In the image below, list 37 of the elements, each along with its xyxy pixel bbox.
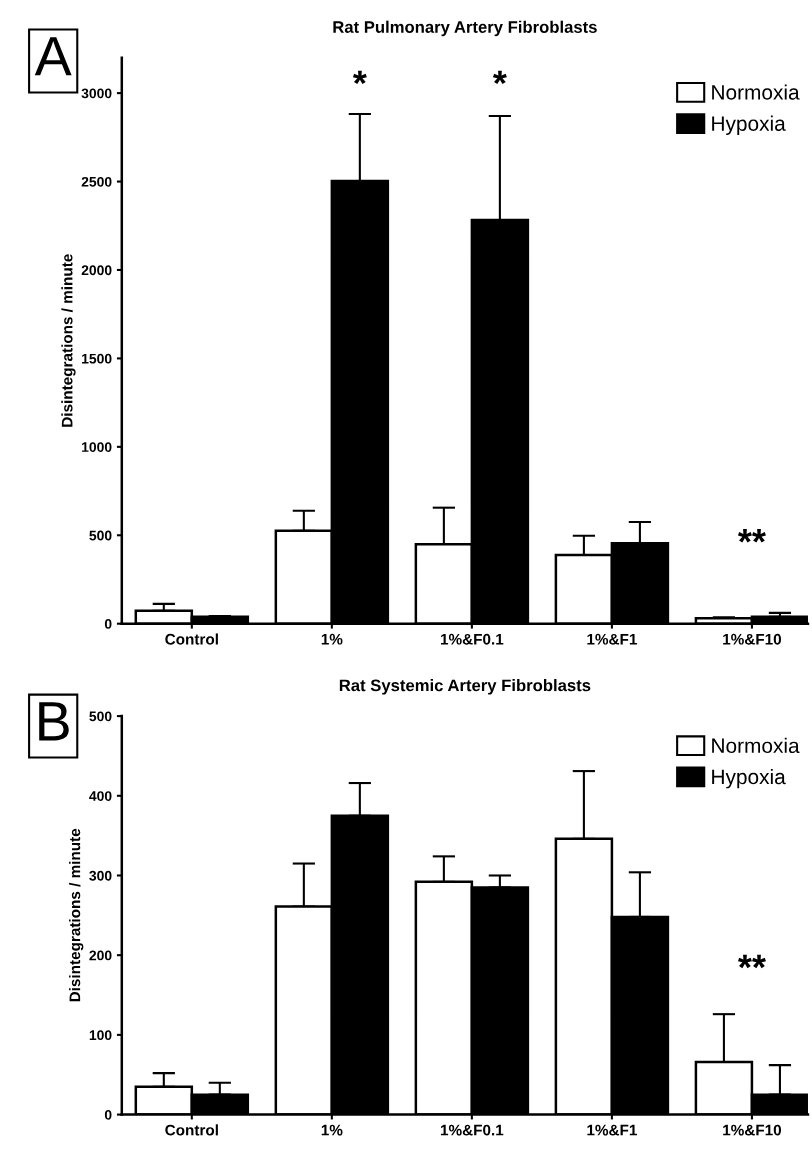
annotation: * (352, 70, 367, 85)
y-tick-label: 300 (89, 870, 112, 881)
legend-label: Normoxia (712, 84, 800, 100)
legend-label: Normoxia (712, 737, 800, 754)
text: A (34, 37, 72, 76)
x-tick-label: 1%&F10 (723, 633, 782, 645)
y-tick-label: 2500 (81, 176, 112, 187)
y-tick-label: 1000 (82, 442, 112, 453)
x-tick-label: 1%&F0.1 (440, 1124, 504, 1136)
y-axis-title: Disintegrations / minute (69, 828, 84, 1002)
x-tick-label: 1% (321, 633, 343, 645)
y-tick-label: 500 (89, 530, 112, 541)
chart-title: Rat Systemic Artery Fibroblasts (339, 679, 591, 695)
y-tick-label: 0 (104, 1109, 112, 1120)
y-tick-label: 100 (89, 1030, 112, 1041)
x-tick-label: Control (165, 633, 218, 645)
y-tick-label: 0 (104, 619, 112, 629)
x-tick-label: 1% (321, 1124, 343, 1136)
annotation: ** (737, 529, 766, 543)
x-tick-label: 1%&F10 (723, 1124, 782, 1136)
legend-label: Hypoxia (712, 768, 786, 789)
y-tick-label: 200 (89, 950, 112, 961)
y-tick-label: 400 (89, 791, 112, 801)
y-tick-label: 2000 (81, 265, 112, 276)
y-axis-title: Disintegrations / minute (61, 254, 76, 427)
x-tick-label: Control (165, 1124, 218, 1136)
annotation: * (492, 70, 507, 85)
x-tick-label: 1%&F0.1 (440, 633, 504, 645)
text: B (39, 702, 69, 741)
chart-title: Rat Pulmonary Artery Fibroblasts (333, 20, 597, 37)
y-tick-label: 500 (89, 711, 112, 722)
y-tick-label: 1500 (82, 353, 112, 364)
x-tick-label: 1%&F1 (587, 633, 637, 645)
x-tick-label: 1%&F1 (587, 1124, 637, 1136)
legend-label: Hypoxia (712, 115, 786, 136)
y-tick-label: 3000 (81, 88, 112, 99)
annotation: ** (737, 954, 766, 969)
